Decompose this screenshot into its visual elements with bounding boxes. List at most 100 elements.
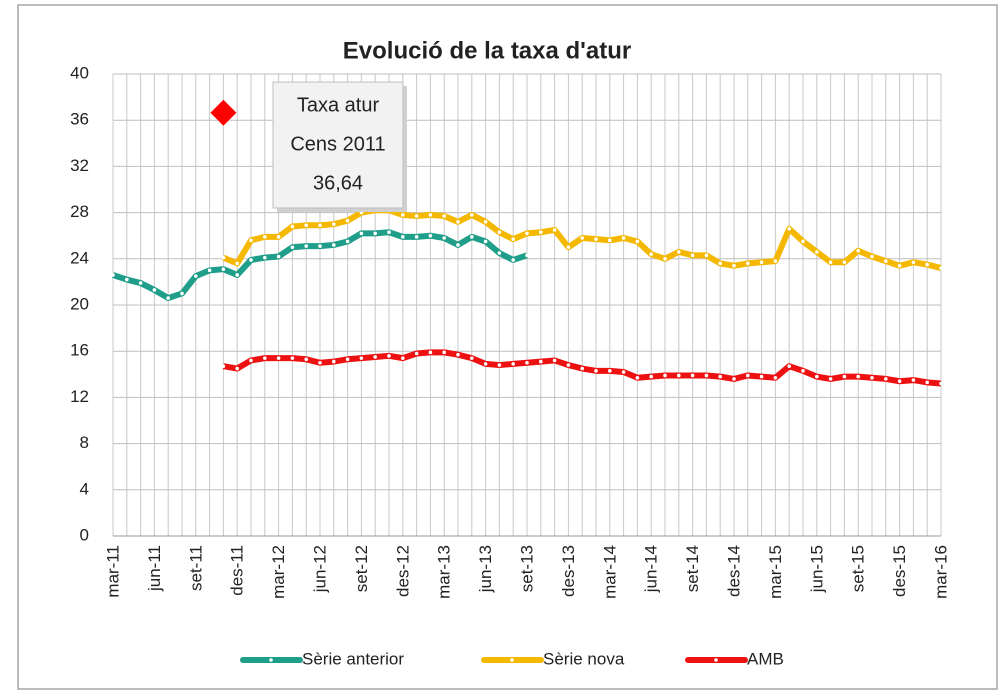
point (483, 362, 488, 366)
point (428, 213, 433, 217)
legend-dot (269, 658, 273, 662)
x-tick-label: set-11 (186, 545, 205, 591)
point (525, 360, 529, 365)
point (815, 250, 819, 254)
annotation-box (272, 81, 404, 209)
x-tick-label: mar-14 (600, 545, 619, 599)
x-tick-label: mar-16 (932, 545, 951, 599)
chart-title: Evolució de la taxa d'atur (343, 37, 631, 64)
point (884, 377, 888, 381)
x-tick-label: des-12 (393, 545, 412, 597)
x-tick-label: set-14 (683, 545, 702, 592)
point (373, 231, 378, 236)
point (842, 374, 847, 379)
point (511, 237, 515, 241)
point (732, 377, 736, 381)
point (318, 223, 322, 228)
point (456, 243, 460, 247)
point (856, 374, 860, 379)
point (483, 220, 488, 224)
point (746, 261, 750, 266)
point (773, 259, 778, 263)
point (401, 213, 405, 217)
point (125, 277, 129, 282)
x-tick-label: mar-15 (766, 545, 785, 599)
annotation-text: Cens 2011 (290, 133, 385, 155)
point (787, 226, 791, 231)
point (552, 358, 557, 363)
point (690, 253, 695, 258)
point (249, 358, 253, 363)
point (111, 273, 115, 277)
point (663, 257, 667, 261)
point (566, 245, 571, 250)
point (787, 364, 791, 369)
point (539, 359, 543, 364)
y-tick-label: 32 (70, 156, 89, 175)
point (677, 250, 681, 254)
point (925, 262, 929, 267)
point (939, 266, 943, 270)
point (842, 260, 847, 265)
y-tick-label: 8 (80, 433, 89, 452)
point (304, 357, 309, 362)
point (249, 238, 253, 243)
point (801, 239, 805, 244)
point (138, 281, 143, 285)
x-tick-label: mar-11 (104, 545, 123, 598)
point (401, 356, 405, 360)
point (345, 357, 350, 362)
point (497, 363, 502, 367)
point (649, 374, 653, 379)
point (497, 230, 502, 235)
point (414, 214, 419, 218)
point (828, 377, 833, 381)
x-tick-label: mar-12 (269, 545, 288, 599)
point (276, 235, 281, 239)
legend-label: Sèrie anterior (302, 649, 404, 668)
point (663, 373, 667, 378)
point (608, 238, 612, 243)
y-tick-label: 28 (70, 202, 89, 221)
point (718, 374, 722, 379)
point (304, 244, 309, 248)
x-tick-label: set-12 (352, 545, 371, 592)
chart-frame (17, 4, 998, 690)
point (235, 261, 239, 266)
point (359, 356, 364, 360)
point (304, 223, 309, 228)
x-tick-label: mar-13 (435, 545, 454, 599)
point (235, 273, 239, 277)
x-tick-label: jun-14 (642, 545, 661, 593)
point (428, 350, 433, 355)
x-tick-label: jun-15 (807, 545, 826, 593)
legend-label: Sèrie nova (543, 649, 625, 668)
point (704, 373, 709, 378)
point (221, 364, 226, 369)
y-tick-label: 36 (70, 110, 89, 129)
point (470, 356, 474, 360)
point (470, 213, 474, 217)
point (456, 220, 460, 224)
point (718, 261, 722, 266)
point (332, 243, 336, 247)
point (483, 239, 488, 244)
point (221, 255, 226, 260)
point (511, 258, 515, 262)
point (414, 235, 419, 239)
point (263, 356, 267, 360)
point (594, 369, 598, 373)
point (621, 236, 626, 240)
point (276, 356, 281, 360)
point (594, 237, 598, 241)
x-tick-label: set-15 (849, 545, 868, 592)
point (442, 350, 447, 355)
point (207, 268, 212, 273)
point (677, 373, 681, 378)
point (828, 260, 833, 265)
x-tick-label: des-13 (559, 545, 578, 597)
point (539, 230, 543, 235)
x-tick-label: jun-11 (145, 545, 164, 592)
point (345, 239, 350, 244)
